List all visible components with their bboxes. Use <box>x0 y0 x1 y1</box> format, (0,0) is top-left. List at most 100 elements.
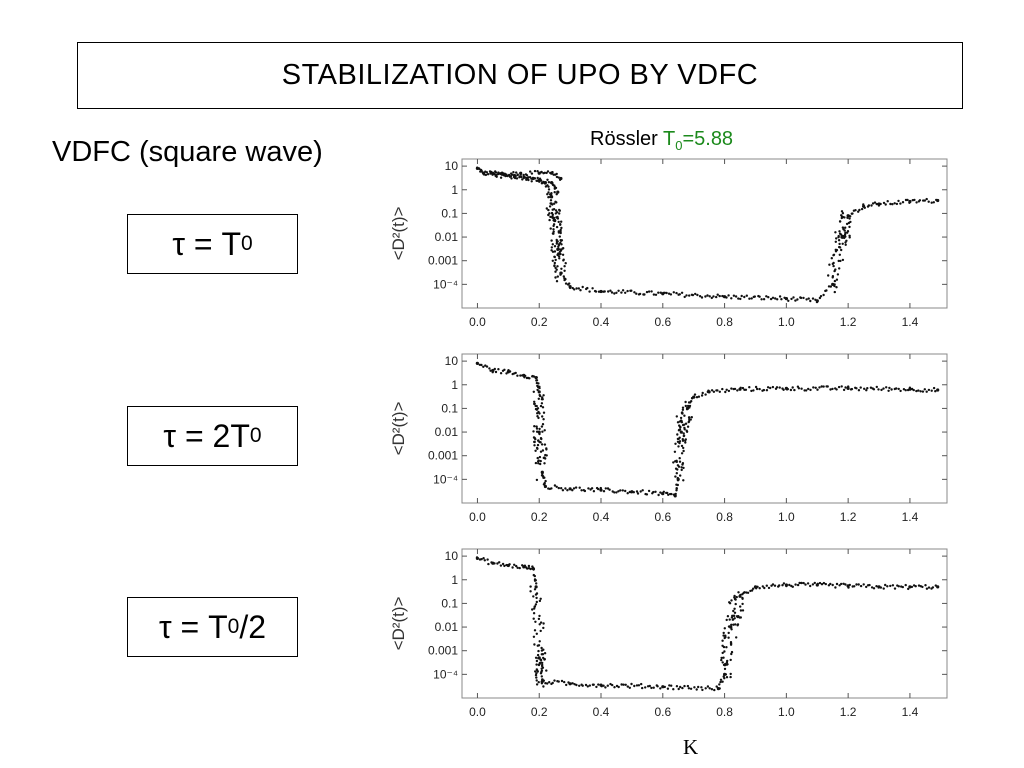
data-point <box>908 199 912 204</box>
data-point <box>921 585 924 589</box>
data-point <box>538 412 541 415</box>
data-point <box>535 632 538 635</box>
data-point <box>553 245 557 248</box>
x-tick-label: 1.2 <box>840 315 857 329</box>
data-point <box>533 643 536 646</box>
data-point <box>543 171 546 174</box>
data-point <box>760 298 763 301</box>
data-point <box>540 402 544 405</box>
data-point <box>679 474 682 477</box>
data-point <box>522 373 526 377</box>
data-point <box>678 293 681 296</box>
data-point <box>556 247 560 251</box>
x-tick-label: 0.4 <box>593 510 610 524</box>
data-point <box>676 483 679 487</box>
data-point <box>842 582 845 585</box>
x-tick-label: 0.6 <box>654 315 671 329</box>
data-point <box>930 201 933 204</box>
data-point <box>838 253 841 256</box>
data-point <box>480 558 483 561</box>
y-tick-label: 10 <box>445 549 459 563</box>
data-point <box>725 663 728 666</box>
data-point <box>706 294 709 297</box>
data-point <box>715 685 718 688</box>
data-point <box>550 171 554 175</box>
data-point <box>498 561 501 564</box>
data-point <box>534 461 538 465</box>
data-point <box>545 669 548 672</box>
data-point <box>924 584 927 587</box>
data-point <box>675 460 678 464</box>
data-point <box>530 172 534 175</box>
data-point <box>583 489 587 493</box>
data-point <box>475 556 479 560</box>
tau-label-3: τ = T 0/2 <box>127 597 298 657</box>
data-point <box>534 620 537 623</box>
data-point <box>607 290 610 293</box>
data-point <box>548 212 551 215</box>
data-point <box>840 248 843 252</box>
data-point <box>615 491 618 494</box>
data-point <box>727 389 731 393</box>
data-point <box>645 493 649 496</box>
data-point <box>681 463 684 466</box>
slide-title: STABILIZATION OF UPO BY VDFC <box>281 59 759 91</box>
data-point <box>684 438 687 441</box>
data-point <box>791 386 794 389</box>
data-point <box>780 298 783 301</box>
data-point <box>680 452 684 455</box>
data-point <box>834 240 837 243</box>
data-point <box>849 220 852 224</box>
data-point <box>765 389 769 392</box>
data-point <box>564 262 567 265</box>
slide-title-box: STABILIZATION OF UPO BY VDFC <box>77 42 963 109</box>
data-point <box>761 585 764 588</box>
data-point <box>563 265 566 268</box>
data-point <box>860 207 864 211</box>
y-tick-label: 0.1 <box>441 596 458 610</box>
data-point <box>672 688 675 691</box>
data-point <box>869 386 873 389</box>
data-point <box>792 296 795 299</box>
data-point <box>597 487 600 491</box>
x-tick-label: 1.2 <box>840 510 857 524</box>
data-point <box>723 627 726 630</box>
data-point <box>762 388 766 392</box>
data-point <box>934 390 937 393</box>
data-point <box>682 434 685 438</box>
data-point <box>617 685 620 689</box>
data-point <box>725 676 729 679</box>
data-point <box>599 289 603 294</box>
data-point <box>560 226 563 230</box>
data-point <box>535 582 538 585</box>
data-point <box>686 404 690 408</box>
data-point <box>677 465 681 468</box>
data-point <box>613 686 616 689</box>
data-point <box>695 396 699 399</box>
data-point <box>552 208 556 211</box>
data-point <box>693 393 697 396</box>
data-point <box>841 212 845 215</box>
data-point <box>503 564 506 568</box>
data-point <box>907 587 910 591</box>
data-point <box>843 229 846 232</box>
data-point <box>535 679 538 682</box>
data-point <box>659 491 662 494</box>
data-point <box>552 216 555 220</box>
data-point <box>698 295 702 298</box>
data-point <box>536 170 539 173</box>
data-point <box>854 209 857 212</box>
data-point <box>679 430 683 434</box>
data-point <box>670 684 673 687</box>
data-point <box>825 289 828 292</box>
data-point <box>829 582 832 586</box>
data-point <box>897 585 900 588</box>
data-point <box>546 178 549 181</box>
y-tick-label: 10⁻⁴ <box>433 472 458 486</box>
data-point <box>650 686 653 690</box>
data-point <box>737 591 740 594</box>
data-point <box>746 591 750 594</box>
data-point <box>886 585 889 588</box>
data-point <box>738 594 742 598</box>
data-point <box>557 245 560 248</box>
